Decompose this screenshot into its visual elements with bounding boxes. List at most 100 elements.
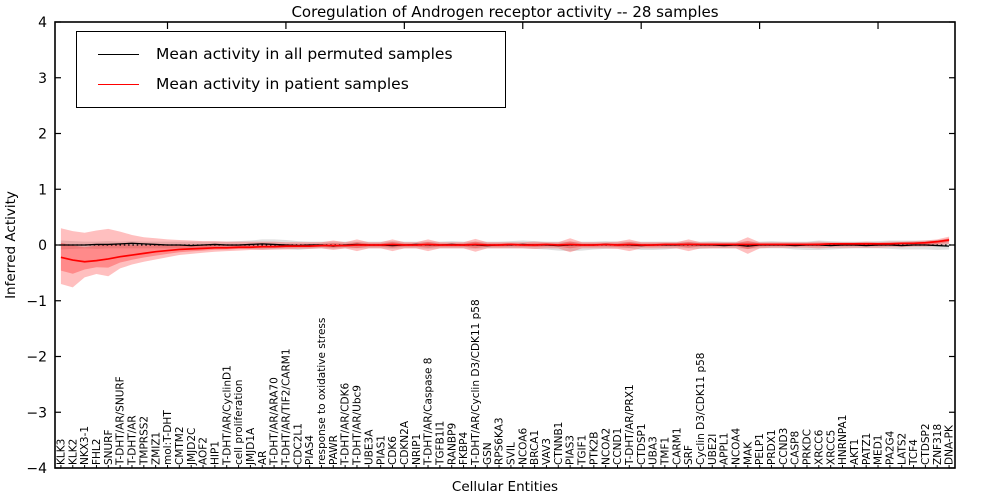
x-category-label: T-DHT/AR/CDK6 [340,383,352,466]
x-category-label: T-DHT/AR/Ubc9 [352,385,364,466]
x-category-label: BRCA1 [529,430,541,465]
x-category-label: FKBP4 [458,432,470,465]
x-category-label: ZMIZ1 [150,432,162,465]
permuted-line-sample [98,53,139,55]
x-category-label: XRCC5 [825,430,837,465]
x-category-label: KLK3 [56,439,68,465]
y-axis-label: Inferred Activity [3,191,19,299]
x-category-label: AKT1 [849,439,861,465]
x-category-label: AR [257,451,269,465]
x-category-label: MAK [742,441,754,465]
x-category-label: NCOA6 [517,428,529,465]
patient-confidence-band-inner [60,238,950,274]
x-category-label: NCOA4 [731,428,743,465]
legend-entry-permuted: Mean activity in all permuted samples [77,39,505,69]
y-tick-label: −4 [26,461,47,477]
x-category-label: RPS6KA3 [494,417,506,465]
x-category-label: ZNF318 [932,424,944,465]
x-category-label: VAV3 [541,438,553,465]
x-axis-label: Cellular Entities [451,479,559,495]
chart-title: Coregulation of Androgen receptor activi… [291,3,719,21]
x-category-label: TCF4 [908,439,920,466]
patient-confidence-band-outer [60,228,950,288]
y-tick-label: 0 [38,238,47,254]
x-category-label: SVIL [506,442,518,465]
legend-box: Mean activity in all permuted samples Me… [76,31,506,108]
x-category-label: HIP1 [209,441,221,465]
x-category-label: UBE3A [363,429,375,465]
x-category-label: Cyclin D3/CDK11 p58 [695,353,707,465]
x-category-label: cell proliferation [233,380,245,465]
x-category-label: RANBP9 [446,423,458,465]
x-category-label: JMJD2C [186,428,198,466]
x-category-label: mol:T-DHT [162,410,174,465]
x-category-label: response to oxidative stress [316,318,328,465]
legend-label-permuted: Mean activity in all permuted samples [156,45,453,63]
x-category-label: T-DHT/AR/Cyclin D3/CDK11 p58 [470,299,482,466]
x-category-label: PIAS4 [304,435,316,465]
x-category-label: PATZ1 [861,433,873,465]
x-category-label: CMTM2 [174,426,186,465]
x-category-label: T-DHT/AR/ARA70 [269,377,281,466]
x-category-label: APPL1 [719,433,731,465]
x-category-label: CDK6 [387,436,399,465]
y-tick-label: 4 [38,15,47,31]
y-tick-label: −2 [26,350,47,366]
x-category-label: PTK2B [588,431,600,465]
x-category-label: PRKDC [802,429,814,465]
x-category-label: FHL2 [91,439,103,465]
x-category-label: GSN [482,442,494,465]
y-tick-label: 1 [38,182,47,198]
x-category-label: SRF [683,445,695,465]
x-category-label: DNA-PK [944,424,956,465]
x-category-label: CTNNB1 [553,422,565,465]
x-category-label: XRCC6 [813,429,825,465]
x-category-label: NCOA2 [600,428,612,465]
x-category-label: PIAS1 [375,435,387,465]
legend-label-patient: Mean activity in patient samples [156,75,409,93]
x-category-label: T-DHT/AR/PRX1 [624,384,636,466]
x-category-label: TMPRSS2 [138,416,150,466]
y-tick-label: 2 [38,127,47,143]
x-category-label: KLK2 [67,439,79,465]
x-category-label: T-DHT/AR/CyclinD1 [221,365,233,466]
x-category-label: CTDSP1 [636,423,648,465]
x-category-label: NRIP1 [411,434,423,465]
x-category-label: LATS2 [896,433,908,465]
x-category-label: UBE2I [707,434,719,465]
x-category-label: T-DHT/AR/SNURF [115,376,127,466]
x-category-label: CARM1 [671,427,683,465]
x-category-label: PAWR [328,435,340,465]
y-tick-label: 3 [38,71,47,87]
x-category-label: SNURF [103,429,115,465]
x-category-label: T-DHT/AR/TIF2/CARM1 [281,348,293,466]
legend-entry-patient: Mean activity in patient samples [77,69,505,99]
x-category-label: CASP8 [790,431,802,465]
x-category-label: NKX3-1 [79,426,91,465]
x-category-label: PA2G4 [884,430,896,465]
x-category-label: TGFB1I1 [434,421,446,466]
x-category-label: TMF1 [659,437,671,466]
x-category-label: CCND1 [612,428,624,465]
x-category-label: T-DHT/AR/Caspase 8 [423,358,435,466]
x-category-label: UBA3 [648,436,660,465]
patient-line-sample [98,83,139,85]
x-category-label: CDKN2A [399,420,411,465]
x-category-label: TGIF1 [577,435,589,466]
x-category-label: PRDX1 [766,429,778,465]
x-category-label: JMJD1A [245,427,257,466]
x-category-label: HNRNPA1 [837,415,849,465]
y-tick-label: −1 [26,294,47,310]
x-category-label: CDC2L1 [292,423,304,465]
x-category-label: T-DHT/AR [127,415,139,466]
x-category-label: PELP1 [754,433,766,465]
x-category-label: MED1 [873,435,885,465]
x-category-label: CCND3 [778,428,790,465]
patient-mean-line [60,239,950,263]
y-tick-label: −3 [26,405,47,421]
x-category-label: AOF2 [198,437,210,465]
x-category-label: PIAS3 [565,435,577,465]
x-category-label: CTDSP2 [920,423,932,465]
